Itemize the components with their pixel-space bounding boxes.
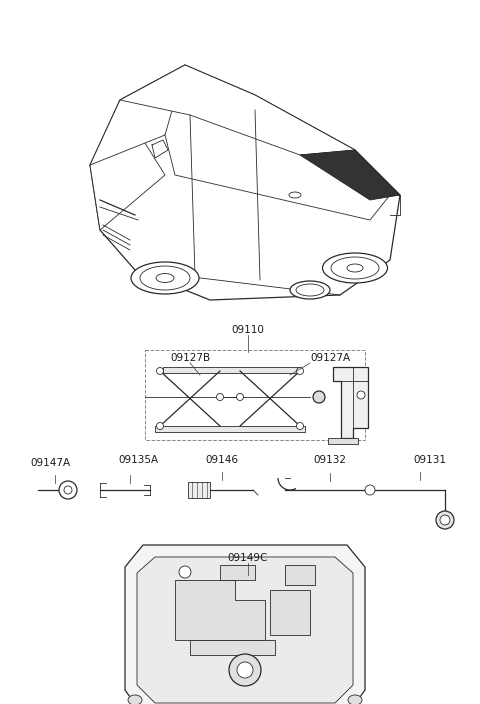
- Text: 09146: 09146: [205, 455, 239, 465]
- Polygon shape: [137, 557, 353, 703]
- Text: 09135A: 09135A: [118, 455, 158, 465]
- Text: 09132: 09132: [313, 455, 347, 465]
- Circle shape: [357, 391, 365, 399]
- Ellipse shape: [436, 511, 454, 529]
- Circle shape: [297, 422, 303, 429]
- Text: 09127A: 09127A: [310, 353, 350, 363]
- Polygon shape: [90, 65, 185, 165]
- Ellipse shape: [289, 192, 301, 198]
- Text: 09127B: 09127B: [170, 353, 210, 363]
- Ellipse shape: [323, 253, 387, 283]
- Ellipse shape: [140, 266, 190, 290]
- Polygon shape: [90, 65, 400, 300]
- Ellipse shape: [440, 515, 450, 525]
- Polygon shape: [188, 482, 210, 498]
- Circle shape: [179, 566, 191, 578]
- Circle shape: [64, 486, 72, 494]
- Ellipse shape: [156, 273, 174, 282]
- Polygon shape: [285, 565, 315, 585]
- Ellipse shape: [296, 284, 324, 296]
- Circle shape: [229, 654, 261, 686]
- Ellipse shape: [131, 262, 199, 294]
- Text: 09149C: 09149C: [228, 553, 268, 563]
- Circle shape: [297, 367, 303, 375]
- Polygon shape: [125, 545, 365, 704]
- Circle shape: [59, 481, 77, 499]
- Polygon shape: [175, 580, 265, 640]
- Polygon shape: [333, 367, 368, 438]
- Ellipse shape: [290, 281, 330, 299]
- Polygon shape: [155, 426, 305, 432]
- Polygon shape: [120, 65, 355, 155]
- Polygon shape: [190, 640, 275, 655]
- Circle shape: [156, 422, 164, 429]
- Text: 09131: 09131: [413, 455, 446, 465]
- Ellipse shape: [128, 695, 142, 704]
- Ellipse shape: [347, 264, 363, 272]
- Polygon shape: [90, 135, 165, 230]
- Circle shape: [365, 485, 375, 495]
- Circle shape: [237, 662, 253, 678]
- Ellipse shape: [313, 391, 325, 403]
- Polygon shape: [300, 150, 400, 200]
- Circle shape: [237, 394, 243, 401]
- Ellipse shape: [348, 695, 362, 704]
- Circle shape: [216, 394, 224, 401]
- Polygon shape: [270, 590, 310, 635]
- Circle shape: [156, 367, 164, 375]
- Text: 09147A: 09147A: [30, 458, 70, 468]
- Polygon shape: [220, 565, 255, 580]
- Polygon shape: [163, 367, 300, 373]
- Ellipse shape: [331, 257, 379, 279]
- Polygon shape: [328, 438, 358, 444]
- Bar: [145, 350, 365, 440]
- Text: 09110: 09110: [231, 325, 264, 335]
